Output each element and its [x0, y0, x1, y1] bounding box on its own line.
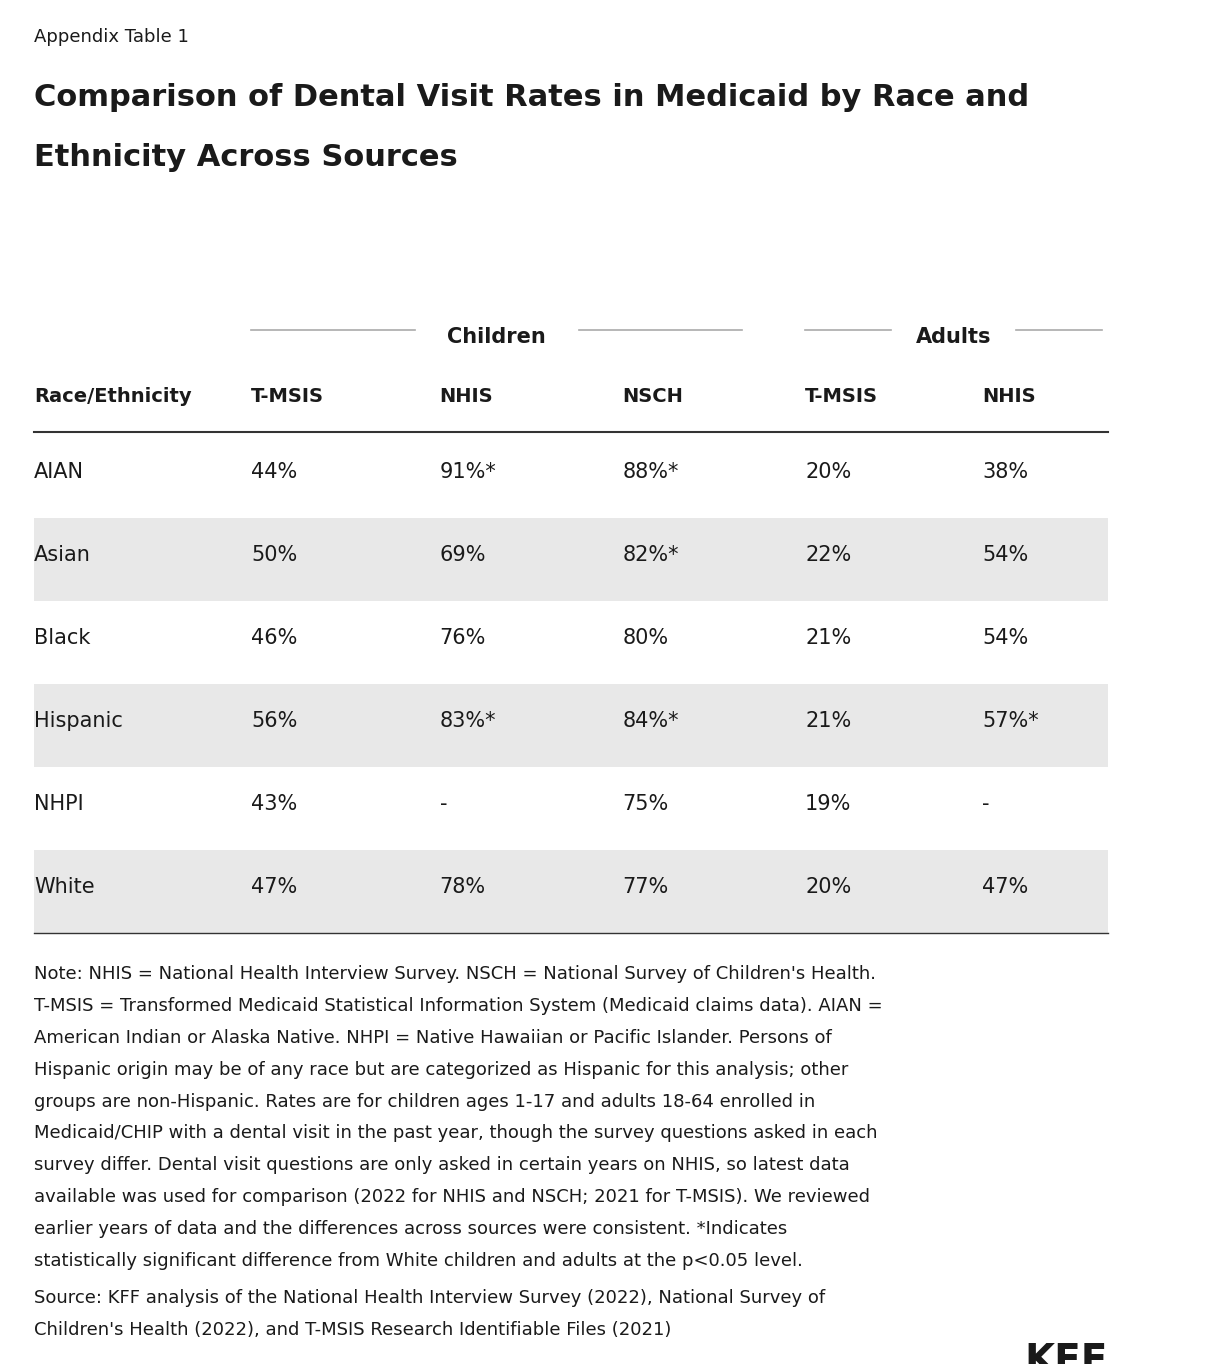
Text: Children: Children: [448, 327, 547, 348]
Text: 50%: 50%: [251, 546, 298, 566]
Text: AIAN: AIAN: [34, 462, 84, 483]
Text: 57%*: 57%*: [982, 712, 1038, 731]
Text: 44%: 44%: [251, 462, 298, 483]
Text: 21%: 21%: [805, 629, 852, 648]
Text: -: -: [439, 794, 448, 814]
Text: 19%: 19%: [805, 794, 852, 814]
Text: 78%: 78%: [439, 877, 486, 898]
Text: 54%: 54%: [982, 546, 1028, 566]
Text: 76%: 76%: [439, 629, 486, 648]
Text: T-MSIS: T-MSIS: [805, 386, 878, 405]
Text: T-MSIS: T-MSIS: [251, 386, 325, 405]
Text: 75%: 75%: [622, 794, 669, 814]
Text: 88%*: 88%*: [622, 462, 678, 483]
Text: statistically significant difference from White children and adults at the p<0.0: statistically significant difference fro…: [34, 1252, 803, 1270]
Text: 83%*: 83%*: [439, 712, 497, 731]
Text: 80%: 80%: [622, 629, 669, 648]
Text: 20%: 20%: [805, 462, 852, 483]
Text: 43%: 43%: [251, 794, 298, 814]
Text: 84%*: 84%*: [622, 712, 678, 731]
Text: Black: Black: [34, 629, 90, 648]
Text: NHIS: NHIS: [982, 386, 1036, 405]
Text: groups are non-Hispanic. Rates are for children ages 1-17 and adults 18-64 enrol: groups are non-Hispanic. Rates are for c…: [34, 1093, 815, 1110]
Bar: [34, 685, 1108, 768]
Text: Adults: Adults: [916, 327, 992, 348]
Text: Medicaid/CHIP with a dental visit in the past year, though the survey questions : Medicaid/CHIP with a dental visit in the…: [34, 1124, 877, 1143]
Text: 56%: 56%: [251, 712, 298, 731]
Text: 69%: 69%: [439, 546, 487, 566]
Text: 54%: 54%: [982, 629, 1028, 648]
Text: 47%: 47%: [982, 877, 1028, 898]
Text: Note: NHIS = National Health Interview Survey. NSCH = National Survey of Childre: Note: NHIS = National Health Interview S…: [34, 966, 876, 983]
Text: Ethnicity Across Sources: Ethnicity Across Sources: [34, 143, 458, 172]
Text: 77%: 77%: [622, 877, 669, 898]
Text: Hispanic origin may be of any race but are categorized as Hispanic for this anal: Hispanic origin may be of any race but a…: [34, 1061, 849, 1079]
Text: Race/Ethnicity: Race/Ethnicity: [34, 386, 192, 405]
Text: 38%: 38%: [982, 462, 1028, 483]
Text: Source: KFF analysis of the National Health Interview Survey (2022), National Su: Source: KFF analysis of the National Hea…: [34, 1289, 826, 1307]
Text: NHIS: NHIS: [439, 386, 493, 405]
Text: 46%: 46%: [251, 629, 298, 648]
Text: Asian: Asian: [34, 546, 92, 566]
Text: 21%: 21%: [805, 712, 852, 731]
Text: Children's Health (2022), and T-MSIS Research Identifiable Files (2021): Children's Health (2022), and T-MSIS Res…: [34, 1322, 672, 1339]
Text: 47%: 47%: [251, 877, 298, 898]
Text: 91%*: 91%*: [439, 462, 497, 483]
Text: White: White: [34, 877, 95, 898]
Bar: [34, 850, 1108, 933]
Text: 82%*: 82%*: [622, 546, 678, 566]
Text: 20%: 20%: [805, 877, 852, 898]
Text: Hispanic: Hispanic: [34, 712, 123, 731]
Text: earlier years of data and the differences across sources were consistent. *Indic: earlier years of data and the difference…: [34, 1219, 788, 1239]
Text: available was used for comparison (2022 for NHIS and NSCH; 2021 for T-MSIS). We : available was used for comparison (2022 …: [34, 1188, 870, 1206]
Bar: [34, 518, 1108, 602]
Text: American Indian or Alaska Native. NHPI = Native Hawaiian or Pacific Islander. Pe: American Indian or Alaska Native. NHPI =…: [34, 1028, 832, 1048]
Text: KFF: KFF: [1025, 1342, 1108, 1364]
Text: NHPI: NHPI: [34, 794, 84, 814]
Text: 22%: 22%: [805, 546, 852, 566]
Text: -: -: [982, 794, 989, 814]
Text: Appendix Table 1: Appendix Table 1: [34, 29, 189, 46]
Text: T-MSIS = Transformed Medicaid Statistical Information System (Medicaid claims da: T-MSIS = Transformed Medicaid Statistica…: [34, 997, 883, 1015]
Text: Comparison of Dental Visit Rates in Medicaid by Race and: Comparison of Dental Visit Rates in Medi…: [34, 83, 1030, 112]
Text: survey differ. Dental visit questions are only asked in certain years on NHIS, s: survey differ. Dental visit questions ar…: [34, 1157, 850, 1174]
Text: NSCH: NSCH: [622, 386, 683, 405]
